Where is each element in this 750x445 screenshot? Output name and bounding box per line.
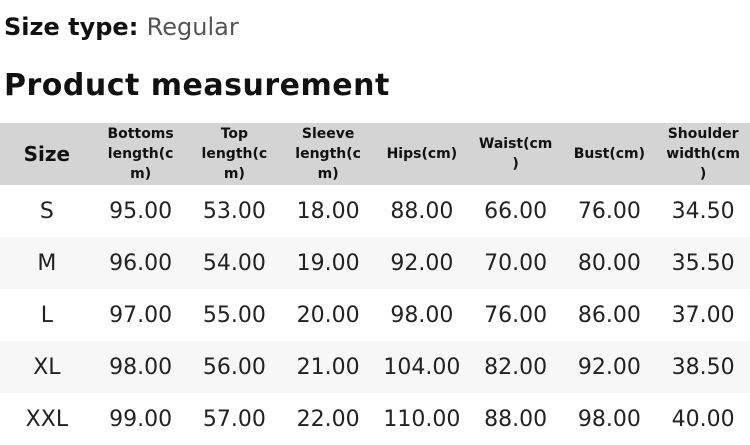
- measurement-cell: 66.00: [484, 198, 548, 224]
- measurement-cell: 55.00: [202, 302, 266, 328]
- table-body: S 95.00 53.00 18.00 88.00 66.00 76.00 34…: [0, 185, 750, 445]
- table-row-s: S 95.00 53.00 18.00 88.00 66.00 76.00 34…: [0, 185, 750, 237]
- table-row-xl: XL 98.00 56.00 21.00 104.00 82.00 92.00 …: [0, 341, 750, 393]
- column-header-sleeve-length: Sleeve length(c m): [281, 123, 375, 185]
- column-header-top-length: Top length(c m): [187, 123, 282, 185]
- column-header-bottoms-length: Bottoms length(c m): [93, 123, 188, 185]
- measurement-cell: 92.00: [390, 250, 454, 276]
- size-cell: L: [40, 302, 53, 328]
- measurement-table: Size Bottoms length(c m) Top length(c m)…: [0, 123, 750, 445]
- measurement-cell: 110.00: [383, 406, 461, 432]
- measurement-cell: 53.00: [202, 198, 266, 224]
- measurement-cell: 40.00: [671, 406, 735, 432]
- measurement-cell: 95.00: [109, 198, 173, 224]
- measurement-cell: 54.00: [202, 250, 266, 276]
- measurement-cell: 98.00: [577, 406, 641, 432]
- measurement-cell: 70.00: [484, 250, 548, 276]
- size-type-line: Size type: Regular: [4, 13, 750, 41]
- measurement-cell: 99.00: [109, 406, 173, 432]
- measurement-cell: 76.00: [484, 302, 548, 328]
- measurement-cell: 56.00: [202, 354, 266, 380]
- column-header-bust: Bust(cm): [562, 123, 657, 185]
- measurement-cell: 97.00: [109, 302, 173, 328]
- column-header-shoulder-width: Shoulder width(cm ): [656, 123, 750, 185]
- column-header-size: Size: [0, 123, 94, 185]
- table-row-l: L 97.00 55.00 20.00 98.00 76.00 86.00 37…: [0, 289, 750, 341]
- measurement-cell: 57.00: [202, 406, 266, 432]
- measurement-cell: 92.00: [577, 354, 641, 380]
- size-type-label: Size type:: [4, 13, 139, 41]
- table-row-xxl: XXL 99.00 57.00 22.00 110.00 88.00 98.00…: [0, 393, 750, 445]
- size-type-value: Regular: [146, 13, 239, 41]
- measurement-cell: 34.50: [671, 198, 735, 224]
- measurement-cell: 19.00: [296, 250, 360, 276]
- column-header-waist: Waist(cm ): [468, 123, 563, 185]
- measurement-cell: 22.00: [296, 406, 360, 432]
- measurement-cell: 21.00: [296, 354, 360, 380]
- measurement-cell: 98.00: [390, 302, 454, 328]
- table-header-row: Size Bottoms length(c m) Top length(c m)…: [0, 123, 750, 185]
- measurement-cell: 88.00: [484, 406, 548, 432]
- measurement-cell: 86.00: [577, 302, 641, 328]
- column-header-hips: Hips(cm): [375, 123, 469, 185]
- size-cell: S: [39, 198, 54, 224]
- size-cell: M: [37, 250, 57, 276]
- table-header: Size Bottoms length(c m) Top length(c m)…: [0, 123, 750, 185]
- measurement-cell: 20.00: [296, 302, 360, 328]
- measurement-cell: 18.00: [296, 198, 360, 224]
- measurement-cell: 98.00: [109, 354, 173, 380]
- size-cell: XL: [33, 354, 61, 380]
- measurement-cell: 35.50: [671, 250, 735, 276]
- size-cell: XXL: [25, 406, 69, 432]
- measurement-cell: 76.00: [577, 198, 641, 224]
- measurement-cell: 37.00: [671, 302, 735, 328]
- measurement-cell: 82.00: [484, 354, 548, 380]
- measurement-cell: 88.00: [390, 198, 454, 224]
- measurement-cell: 80.00: [577, 250, 641, 276]
- measurement-cell: 96.00: [109, 250, 173, 276]
- table-row-m: M 96.00 54.00 19.00 92.00 70.00 80.00 35…: [0, 237, 750, 289]
- measurement-cell: 38.50: [671, 354, 735, 380]
- page-title: Product measurement: [4, 68, 390, 103]
- measurement-cell: 104.00: [383, 354, 461, 380]
